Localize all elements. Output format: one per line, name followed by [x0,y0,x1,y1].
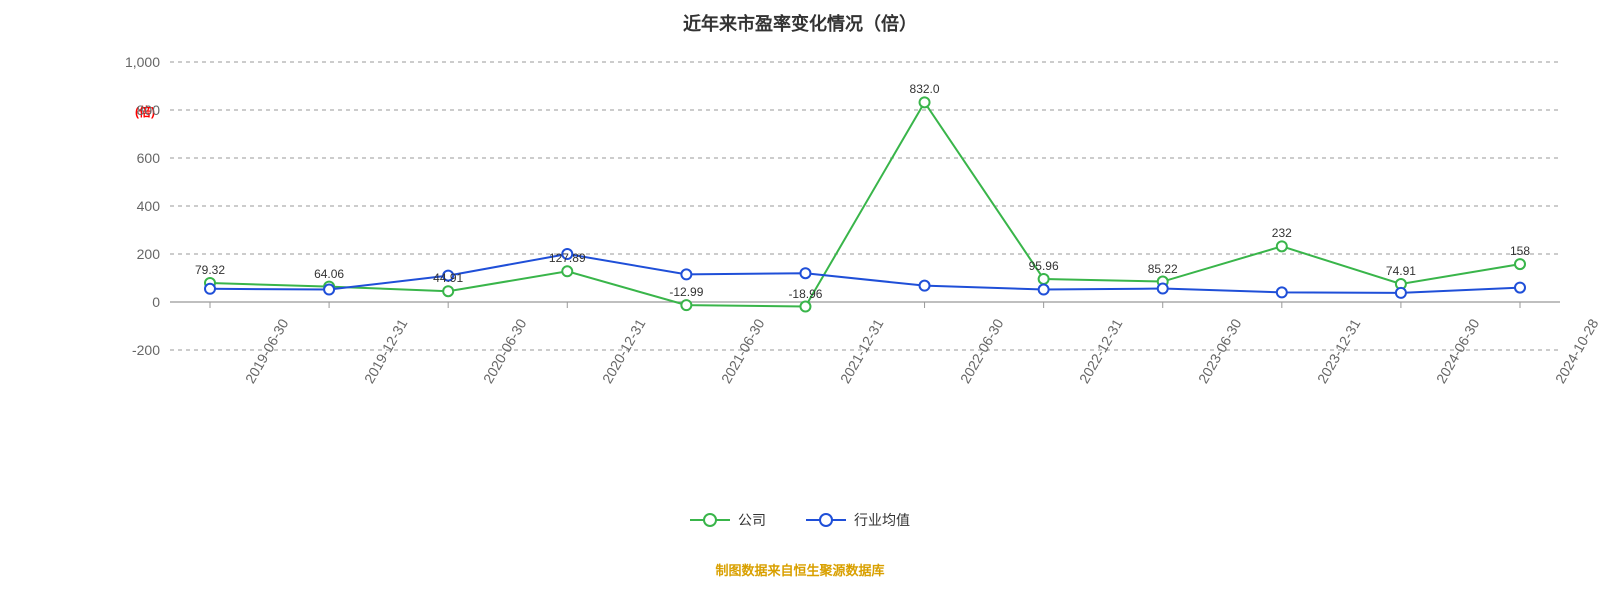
legend-marker-company [690,514,730,526]
data-point-label: 79.32 [195,263,225,277]
data-point-label: -18.96 [788,287,822,301]
data-point-label: -12.99 [669,285,703,299]
legend-item-company: 公司 [690,510,766,530]
legend-marker-industry [806,514,846,526]
y-tick-label: 400 [137,198,160,214]
legend-label-company: 公司 [738,510,766,530]
data-point-label: 64.06 [314,267,344,281]
data-point-label: 127.89 [549,251,586,265]
data-point-label: 158 [1510,244,1530,258]
legend-label-industry: 行业均值 [854,510,910,530]
data-point-label: 832.0 [910,82,940,96]
y-tick-label: 200 [137,246,160,262]
y-tick-label: 800 [137,102,160,118]
y-tick-label: 600 [137,150,160,166]
y-tick-label: -200 [132,342,160,358]
pe-ratio-chart: { "title": "近年来市盈率变化情况（倍）", "title_fonts… [0,0,1600,600]
y-tick-label: 0 [152,294,160,310]
data-point-label: 85.22 [1148,262,1178,276]
data-point-label: 74.91 [1386,264,1416,278]
data-point-label: 95.96 [1029,259,1059,273]
legend: 公司 行业均值 [690,510,910,530]
y-tick-label: 1,000 [125,54,160,70]
legend-item-industry: 行业均值 [806,510,910,530]
data-point-label: 232 [1272,226,1292,240]
footer-source: 制图数据来自恒生聚源数据库 [715,560,884,579]
data-point-label: 44.91 [433,271,463,285]
